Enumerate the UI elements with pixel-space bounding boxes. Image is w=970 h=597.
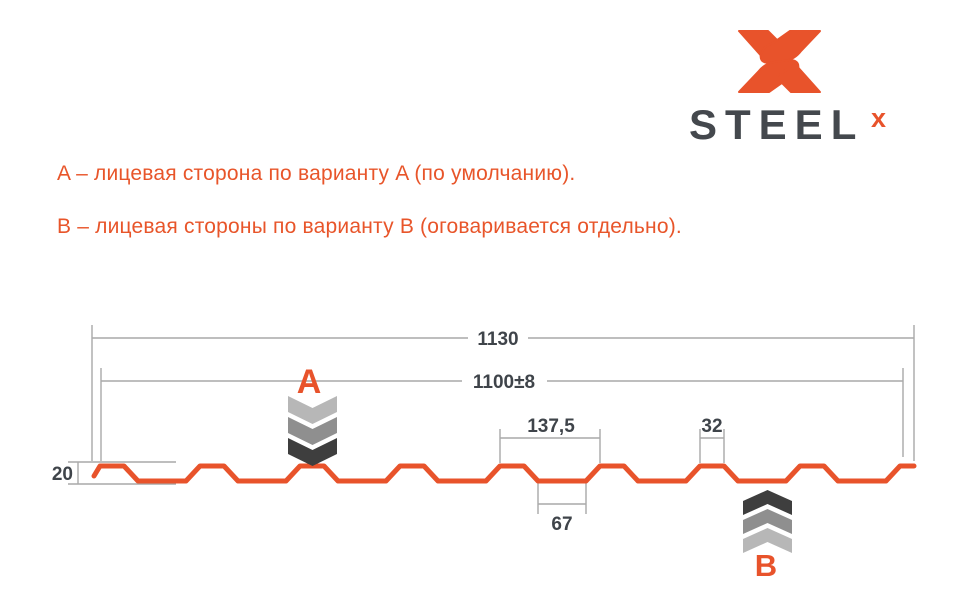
note-line-b: B – лицевая стороны по варианту B (огова… <box>57 215 682 238</box>
chevron-down-icon <box>288 438 337 466</box>
chevron-up-icon <box>743 490 792 515</box>
brand-logo-svg: STEEL x <box>689 30 886 148</box>
brand-name-superscript: x <box>871 103 886 133</box>
chevron-up-icon <box>743 509 792 534</box>
chevron-down-icon <box>288 396 337 424</box>
note-line-a: A – лицевая сторона по варианту A (по ум… <box>57 162 576 185</box>
side-b-marker: B <box>743 490 792 583</box>
chevron-up-icon <box>743 528 792 553</box>
brand-logo: STEEL x <box>685 18 905 148</box>
side-b-label: B <box>755 548 777 583</box>
logo-mark-top-right-arm <box>759 30 821 64</box>
dim-valley-width: 67 <box>537 482 587 535</box>
steelx-x-monogram-icon <box>738 30 821 93</box>
dim-rib-pitch: 137,5 <box>499 416 601 463</box>
profile-outline <box>91 463 917 484</box>
side-a-label: A <box>297 363 322 401</box>
dim-working-width-label: 1100±8 <box>473 372 535 393</box>
dim-profile-height-label: 20 <box>52 464 73 485</box>
brand-name: STEEL <box>689 101 864 148</box>
dim-profile-height: 20 <box>52 461 176 485</box>
dim-working-width: 1100±8 <box>100 368 904 461</box>
side-a-marker: A <box>288 363 337 466</box>
dim-rib-pitch-label: 137,5 <box>527 416 575 437</box>
dim-rib-top-width-label: 32 <box>701 416 722 437</box>
logo-mark-bottom-right-arm <box>775 63 821 93</box>
dim-rib-top-width: 32 <box>699 416 725 463</box>
dim-overall-width: 1130 <box>91 325 915 461</box>
dim-valley-width-label: 67 <box>551 514 572 535</box>
dim-overall-width-label: 1130 <box>477 329 518 350</box>
chevron-down-icon <box>288 417 337 445</box>
